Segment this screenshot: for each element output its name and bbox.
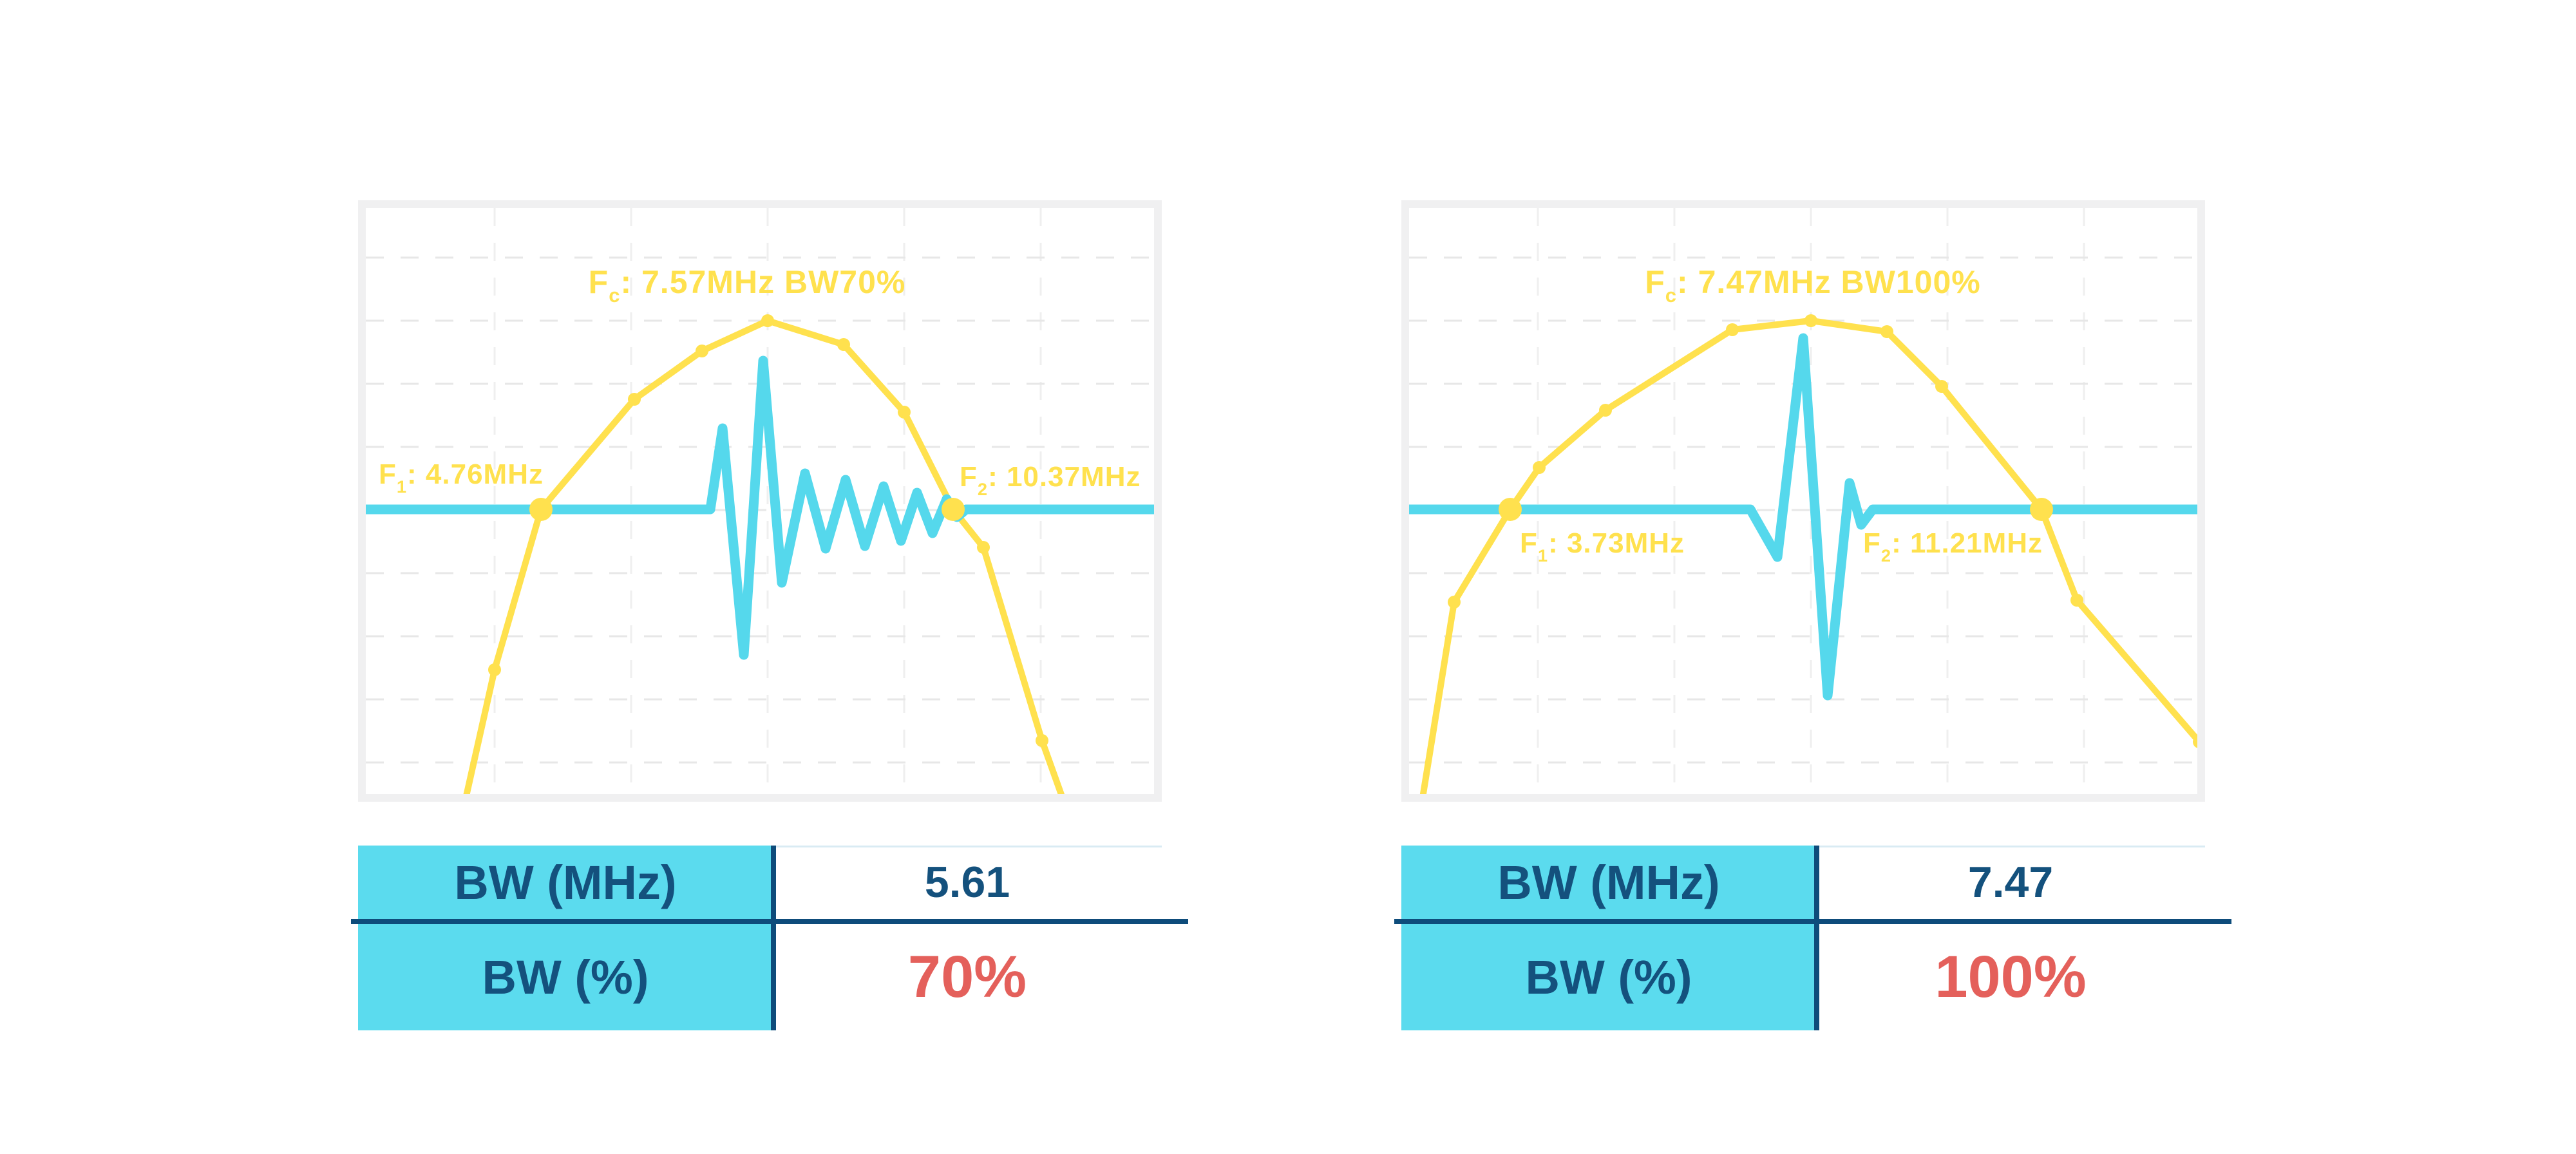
table-cell-bw-mhz-value: 5.61 [773, 846, 1162, 919]
bw-pct-label: BW (%) [1525, 951, 1692, 1004]
f2-annotation: F2: 11.21MHz [1863, 527, 2043, 565]
table-value-column: 5.61 70% [773, 846, 1162, 1030]
table-column-divider [771, 846, 776, 1030]
table-value-column: 7.47 100% [1816, 846, 2205, 1030]
table-row-divider [1394, 919, 2231, 924]
bw-mhz-label: BW (MHz) [1497, 855, 1720, 909]
bw-pct-value: 70% [907, 944, 1027, 1010]
table-top-border [773, 846, 1162, 847]
spectrum-panel-right: Fc: 7.47MHz BW100% F1: 3.73MHz F2: 11.21MH… [1401, 200, 2205, 802]
table-cell-bw-mhz-label: BW (MHz) [1401, 846, 1816, 919]
table-top-border [1816, 846, 2205, 847]
table-row-divider [351, 919, 1188, 924]
spectrum-chart-bw70: Fc: 7.57MHz BW70% F1: 4.76MHz F2: 10.37MHz [358, 200, 1162, 802]
bw-mhz-value: 5.61 [924, 858, 1010, 907]
spectrum-chart-bw100: Fc: 7.47MHz BW100% F1: 3.73MHz F2: 11.21MH… [1401, 200, 2205, 802]
table-cell-bw-pct-value: 100% [1816, 924, 2205, 1030]
table-cell-bw-pct-label: BW (%) [1401, 924, 1816, 1030]
f1-annotation: F1: 4.76MHz [379, 459, 544, 497]
table-cell-bw-mhz-value: 7.47 [1816, 846, 2205, 919]
fc-annotation: Fc: 7.47MHz BW100% [1645, 264, 1981, 307]
table-cell-bw-pct-value: 70% [773, 924, 1162, 1030]
fc-annotation: Fc: 7.57MHz BW70% [589, 264, 906, 307]
bw-pct-value: 100% [1935, 944, 2087, 1010]
bw-mhz-label: BW (MHz) [454, 855, 677, 909]
f1-annotation: F1: 3.73MHz [1520, 527, 1685, 565]
table-column-divider [1814, 846, 1819, 1030]
f2-annotation: F2: 10.37MHz [960, 461, 1141, 499]
table-label-column: BW (MHz) BW (%) [358, 846, 773, 1030]
spectrum-panel-left: Fc: 7.57MHz BW70% F1: 4.76MHz F2: 10.37MHz [358, 200, 1162, 802]
table-cell-bw-mhz-label: BW (MHz) [358, 846, 773, 919]
bw-pct-label: BW (%) [482, 951, 649, 1004]
bw-mhz-value: 7.47 [1967, 858, 2054, 907]
bw-table-right: BW (MHz) BW (%) 7.47 100% [1394, 846, 2231, 1030]
table-label-column: BW (MHz) BW (%) [1401, 846, 1816, 1030]
table-cell-bw-pct-label: BW (%) [358, 924, 773, 1030]
bw-table-left: BW (MHz) BW (%) 5.61 70% [351, 846, 1188, 1030]
